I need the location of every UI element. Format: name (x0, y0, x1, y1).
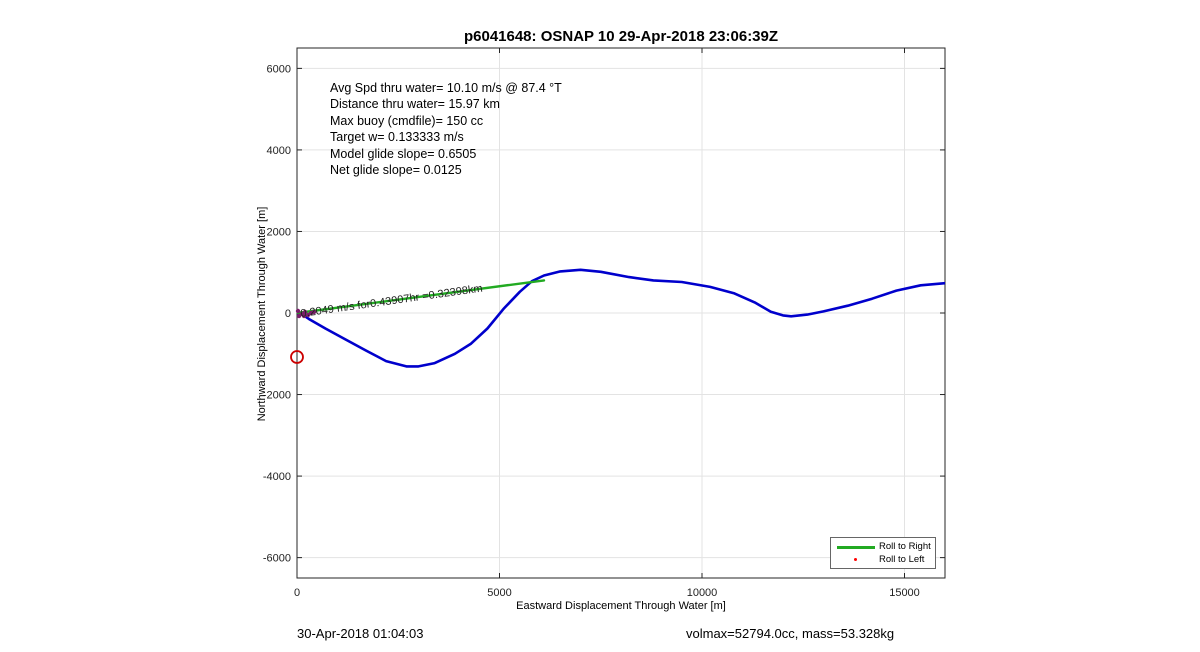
axis-ticks: 0 5000 10000 15000 -6000 -4000 -2000 0 2000 4000 6… (263, 48, 945, 599)
y-tick-label: -6000 (263, 553, 291, 565)
y-tick-label: 2000 (267, 226, 291, 238)
x-tick-label: 10000 (687, 587, 718, 599)
surface-dot-marker (296, 313, 302, 319)
annotation-target-w: Target w= 0.133333 m/s (330, 130, 464, 144)
annotation-model-glide: Model glide slope= 0.6505 (330, 147, 477, 161)
annotation-net-glide: Net glide slope= 0.0125 (330, 163, 462, 177)
x-tick-label: 0 (294, 587, 300, 599)
y-tick-label: 4000 (267, 145, 291, 157)
footer-timestamp: 30-Apr-2018 01:04:03 (297, 626, 424, 641)
annotation-max-buoy: Max buoy (cmdfile)= 150 cc (330, 114, 484, 128)
x-axis-label: Eastward Displacement Through Water [m] (516, 600, 726, 612)
grid (296, 48, 945, 578)
surface-dot-marker (302, 309, 308, 315)
roll-right-line (297, 279, 546, 315)
legend: Roll to Right Roll to Left (830, 537, 936, 569)
start-circle-marker (290, 350, 304, 364)
markers: 0.2049 m/s for0.43907hr =0.32398km (290, 283, 484, 364)
data-series (297, 268, 945, 368)
annotation-avg-speed: Avg Spd thru water= 10.10 m/s @ 87.4 °T (330, 81, 562, 95)
y-tick-label: 0 (285, 308, 291, 320)
surface-dot-marker (295, 308, 301, 314)
track-line (297, 268, 945, 368)
legend-label-roll-right: Roll to Right (879, 541, 931, 552)
y-axis-label: Northward Displacement Through Water [m] (256, 206, 268, 422)
x-tick-label: 5000 (487, 587, 511, 599)
y-tick-label: -4000 (263, 471, 291, 483)
surface-dot-marker (311, 309, 317, 315)
legend-item-roll-left: Roll to Left (831, 554, 935, 566)
y-tick-label: -2000 (263, 390, 291, 402)
segment-speed-label: 0.2049 m/s for0.43907hr =0.32398km (300, 283, 484, 320)
x-tick-label: 15000 (889, 587, 920, 599)
legend-item-roll-right: Roll to Right (831, 541, 935, 553)
surface-dot-marker (301, 313, 307, 319)
y-tick-label: 6000 (267, 63, 291, 75)
chart-title: p6041648: OSNAP 10 29-Apr-2018 23:06:39Z (463, 28, 779, 45)
legend-label-roll-left: Roll to Left (879, 554, 925, 565)
footer-volmax-mass: volmax=52794.0cc, mass=53.328kg (686, 626, 895, 641)
legend-dot-swatch (854, 558, 857, 561)
legend-line-swatch (837, 546, 875, 549)
annotation-distance: Distance thru water= 15.97 km (330, 97, 500, 111)
